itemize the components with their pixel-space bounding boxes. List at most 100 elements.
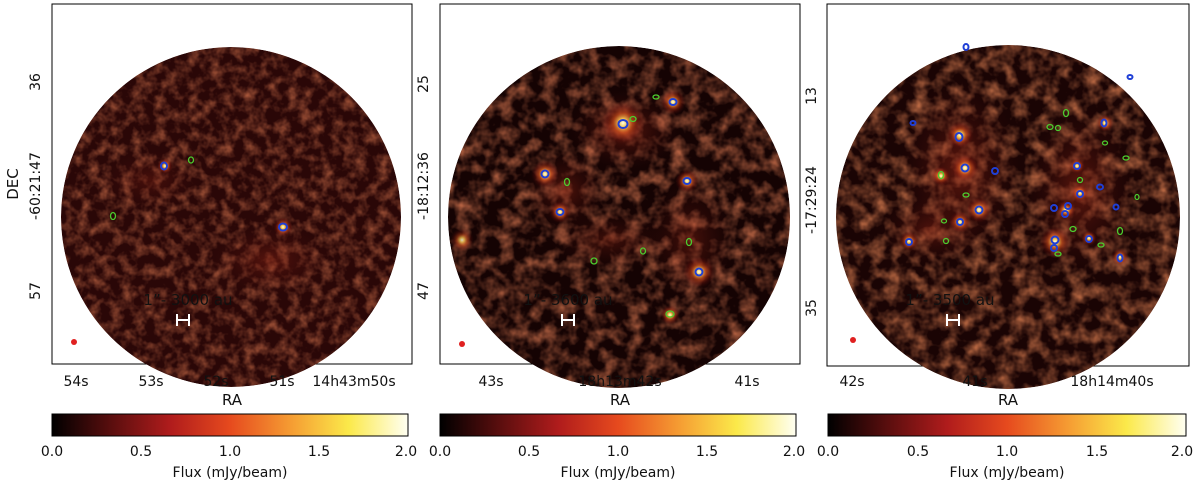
panel-1-image (61, 47, 401, 387)
green-contour (665, 310, 675, 318)
blue-contour (960, 163, 970, 173)
panel-1-contours (109, 156, 288, 232)
colorbar-tick-label: 1.0 (996, 444, 1018, 460)
y-tick-label: 13 (804, 87, 820, 105)
y-tick-label: -60:21:47 (28, 152, 44, 220)
colorbar-tick-label: 0.5 (130, 444, 152, 460)
green-contour (1054, 251, 1062, 257)
colorbar-tick-label: 0.0 (817, 444, 839, 460)
colorbar-tick-label: 1.5 (696, 444, 718, 460)
blue-contour (278, 222, 288, 232)
colorbar-label: Flux (mJy/beam) (561, 465, 676, 481)
x-tick-label: 41s (962, 374, 987, 390)
panel-1-xticks: 54s 53s 52s 51s 14h43m50s (63, 374, 395, 390)
blue-contour (1076, 190, 1084, 198)
scale-bar-label: 1”- 3500 au (905, 291, 994, 309)
y-tick-label: 47 (416, 282, 432, 300)
blue-contour (909, 120, 917, 126)
green-contour (590, 257, 598, 265)
panel-3-image (836, 45, 1180, 389)
x-axis-label: RA (222, 391, 243, 409)
y-axis-label: DEC (4, 168, 22, 200)
panel-2-colorbar: 0.0 0.5 1.0 1.5 2.0 Flux (mJy/beam) (429, 413, 805, 481)
colorbar-tick-label: 1.0 (219, 444, 241, 460)
panel-2: 1”- 3600 au 43s 18h13m42s 41s RA 25 -18:… (416, 3, 805, 481)
blue-contour (555, 208, 565, 216)
x-tick-label: 41s (734, 374, 759, 390)
blue-contour (1112, 203, 1120, 211)
panel-2-image (448, 46, 790, 388)
panel-1: 1”- 3000 au 54s 53s 52s 51s 14h43m50s RA… (4, 3, 417, 481)
blue-contour (617, 119, 629, 129)
beam-ellipse (459, 341, 465, 347)
y-tick-label: 25 (416, 75, 432, 93)
panel-2-yticks: 25 -18:12:36 47 (416, 75, 432, 300)
green-contour (1069, 225, 1077, 233)
green-contour (1054, 124, 1062, 132)
blue-contour (1116, 253, 1124, 263)
colorbar-tick-label: 2.0 (395, 444, 417, 460)
colorbar-tick-label: 1.5 (308, 444, 330, 460)
y-tick-label: 36 (28, 73, 44, 91)
blue-contour (962, 43, 970, 51)
scale-bar-label: 1”- 3600 au (523, 291, 612, 309)
green-contour (1062, 108, 1070, 118)
x-tick-label: 18h13m42s (578, 374, 661, 390)
x-tick-label: 14h43m50s (312, 374, 395, 390)
scale-bar-label: 1”- 3000 au (143, 291, 232, 309)
panel-2-contours (540, 94, 704, 318)
green-contour (639, 247, 647, 255)
x-tick-label: 18h14m40s (1070, 374, 1153, 390)
colorbar-tick-label: 0.5 (518, 444, 540, 460)
blue-contour (1050, 235, 1060, 245)
green-contour (1116, 226, 1124, 236)
x-tick-label: 53s (138, 374, 163, 390)
green-contour (685, 237, 693, 247)
blue-contour (682, 177, 692, 185)
green-contour (629, 115, 637, 123)
colorbar-tick-label: 1.0 (607, 444, 629, 460)
blue-contour (905, 238, 913, 246)
green-contour (1134, 193, 1140, 201)
green-contour (940, 218, 948, 224)
colorbar-label: Flux (mJy/beam) (950, 465, 1065, 481)
blue-contour (1073, 162, 1081, 170)
x-tick-label: 43s (478, 374, 503, 390)
blue-contour (991, 167, 999, 175)
green-contour (1076, 176, 1084, 184)
green-contour (1122, 155, 1130, 161)
panel-3-yticks: 13 -17:29:24 35 (804, 87, 820, 317)
green-contour (1101, 140, 1109, 146)
green-contour (1046, 123, 1054, 131)
x-tick-label: 52s (203, 374, 228, 390)
beam-ellipse (850, 337, 856, 343)
blue-contour (1126, 74, 1134, 80)
blue-contour (1050, 244, 1058, 252)
colorbar-tick-label: 2.0 (783, 444, 805, 460)
y-tick-label: -17:29:24 (804, 166, 820, 234)
blue-contour (540, 169, 550, 179)
blue-contour (694, 267, 704, 277)
panel-3-xticks: 42s 41s 18h14m40s (839, 374, 1153, 390)
panel-3: 1”- 3500 au 42s 41s 18h14m40s RA 13 -17:… (804, 3, 1193, 481)
y-tick-label: 57 (28, 282, 44, 300)
x-tick-label: 54s (63, 374, 88, 390)
x-tick-label: 51s (269, 374, 294, 390)
scale-bar (176, 314, 190, 326)
blue-contour (1100, 118, 1108, 128)
panel-1-yticks: 36 -60:21:47 57 (28, 73, 44, 300)
green-contour (1097, 242, 1105, 248)
blue-contour (1061, 210, 1069, 218)
green-contour (652, 94, 660, 100)
blue-contour (974, 205, 984, 215)
blue-contour (1085, 235, 1093, 243)
blue-contour (954, 132, 964, 142)
scale-bar (946, 314, 960, 326)
green-contour (942, 237, 950, 245)
green-contour (563, 177, 571, 187)
x-axis-label: RA (610, 391, 631, 409)
x-tick-label: 42s (839, 374, 864, 390)
panel-3-contours (905, 43, 1140, 263)
blue-contour (1096, 183, 1104, 191)
green-contour (109, 211, 117, 221)
